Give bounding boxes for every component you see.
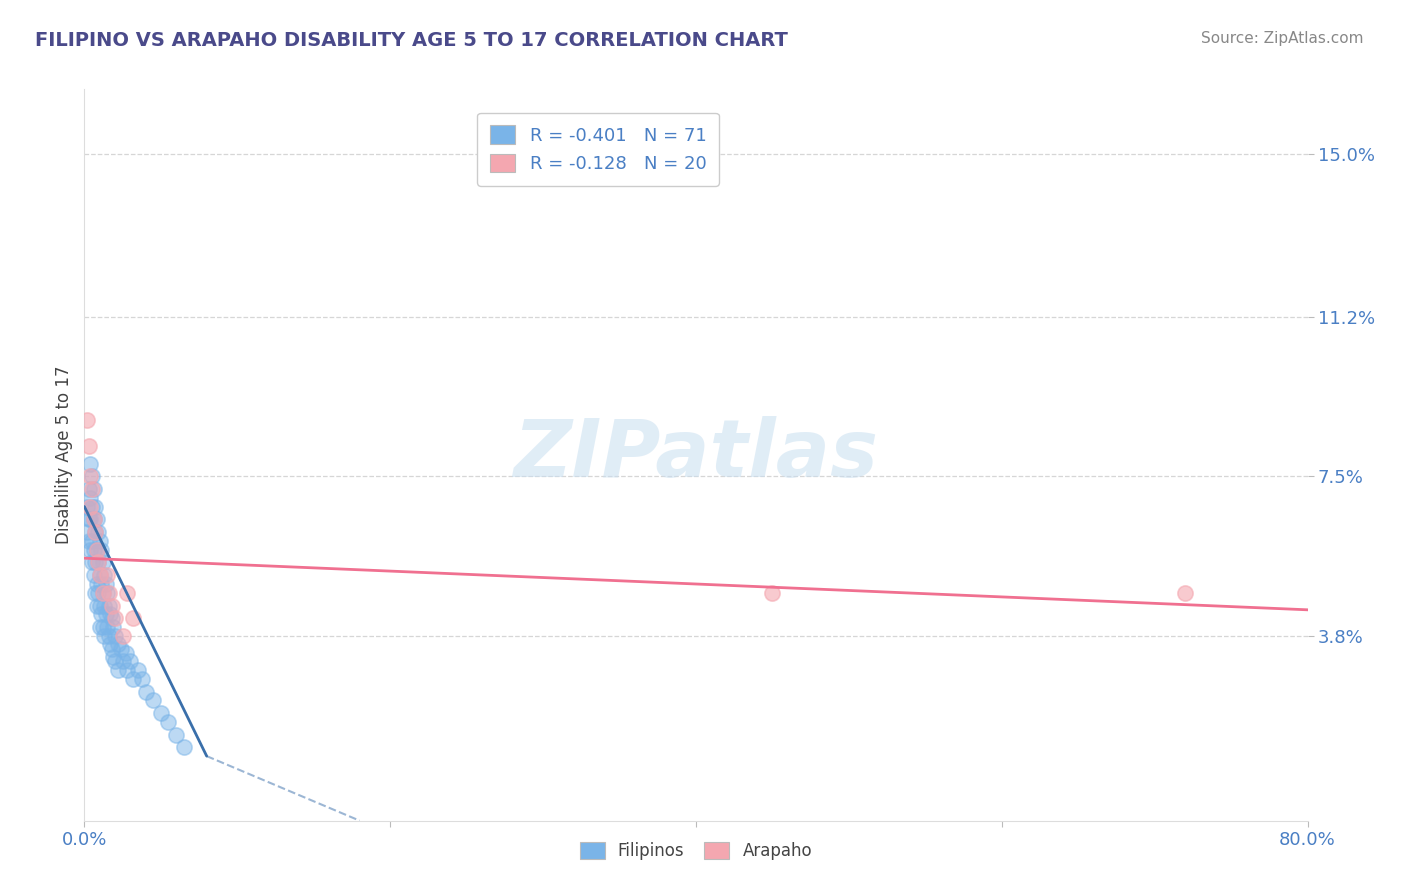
Point <box>86 542 108 557</box>
Point <box>86 599 108 613</box>
Point <box>1174 585 1197 599</box>
Point <box>149 706 172 720</box>
Point <box>104 629 127 643</box>
Point <box>97 629 120 643</box>
Point <box>89 568 111 582</box>
Point <box>114 646 136 660</box>
Point <box>103 650 125 665</box>
Point <box>84 525 107 540</box>
Point <box>91 585 114 599</box>
Point <box>103 620 125 634</box>
Point <box>77 439 100 453</box>
Point <box>761 585 783 599</box>
Point <box>79 491 101 505</box>
Point <box>104 655 127 669</box>
Point <box>86 542 108 557</box>
Point <box>98 637 121 651</box>
Point <box>93 599 115 613</box>
Point <box>120 655 142 669</box>
Point <box>86 577 108 591</box>
Point <box>80 483 103 497</box>
Point <box>83 568 105 582</box>
Point <box>110 641 132 656</box>
Point <box>87 525 110 540</box>
Point <box>89 533 111 548</box>
Point <box>84 500 107 514</box>
Point <box>122 611 145 625</box>
Point <box>90 577 112 591</box>
Point <box>93 568 115 582</box>
Point <box>107 663 129 677</box>
Point <box>84 585 107 599</box>
Point <box>77 533 100 548</box>
Point <box>79 512 101 526</box>
Point <box>101 599 124 613</box>
Point <box>98 607 121 621</box>
Point <box>96 568 118 582</box>
Point <box>79 542 101 557</box>
Point <box>80 469 103 483</box>
Point <box>91 620 114 634</box>
Point <box>83 483 105 497</box>
Point <box>101 641 124 656</box>
Point <box>80 500 103 514</box>
Point <box>96 620 118 634</box>
Point <box>89 620 111 634</box>
Point <box>83 512 105 526</box>
Point <box>104 611 127 625</box>
Point <box>76 500 98 514</box>
Point <box>94 577 117 591</box>
Point <box>115 663 138 677</box>
Point <box>76 525 98 540</box>
Point <box>122 672 145 686</box>
Point <box>90 542 112 557</box>
Point <box>107 637 129 651</box>
Point <box>127 663 149 677</box>
Y-axis label: Disability Age 5 to 17: Disability Age 5 to 17 <box>55 366 73 544</box>
Point <box>97 599 120 613</box>
Point <box>90 607 112 621</box>
Point <box>91 585 114 599</box>
Point <box>89 568 111 582</box>
Point <box>79 500 101 514</box>
Point <box>93 629 115 643</box>
Point <box>77 512 100 526</box>
Point <box>80 533 103 548</box>
Point <box>96 585 118 599</box>
Text: FILIPINO VS ARAPAHO DISABILITY AGE 5 TO 17 CORRELATION CHART: FILIPINO VS ARAPAHO DISABILITY AGE 5 TO … <box>35 31 787 50</box>
Point <box>83 542 105 557</box>
Point <box>89 599 111 613</box>
Point <box>87 556 110 570</box>
Point <box>142 693 165 707</box>
Point <box>111 629 134 643</box>
Point <box>83 512 105 526</box>
Point <box>87 556 110 570</box>
Point <box>97 585 120 599</box>
Point <box>94 607 117 621</box>
Point <box>80 556 103 570</box>
Point <box>115 585 138 599</box>
Point <box>157 714 180 729</box>
Point <box>79 457 101 471</box>
Point <box>173 740 195 755</box>
Point <box>165 728 187 742</box>
Point <box>91 556 114 570</box>
Text: ZIPatlas: ZIPatlas <box>513 416 879 494</box>
Point <box>135 684 157 698</box>
Point <box>131 672 153 686</box>
Point <box>86 512 108 526</box>
Point <box>84 525 107 540</box>
Point <box>76 413 98 427</box>
Point <box>77 483 100 497</box>
Point <box>79 469 101 483</box>
Point <box>87 585 110 599</box>
Text: Source: ZipAtlas.com: Source: ZipAtlas.com <box>1201 31 1364 46</box>
Legend: Filipinos, Arapaho: Filipinos, Arapaho <box>572 836 820 867</box>
Point <box>111 655 134 669</box>
Point <box>101 611 124 625</box>
Point <box>84 556 107 570</box>
